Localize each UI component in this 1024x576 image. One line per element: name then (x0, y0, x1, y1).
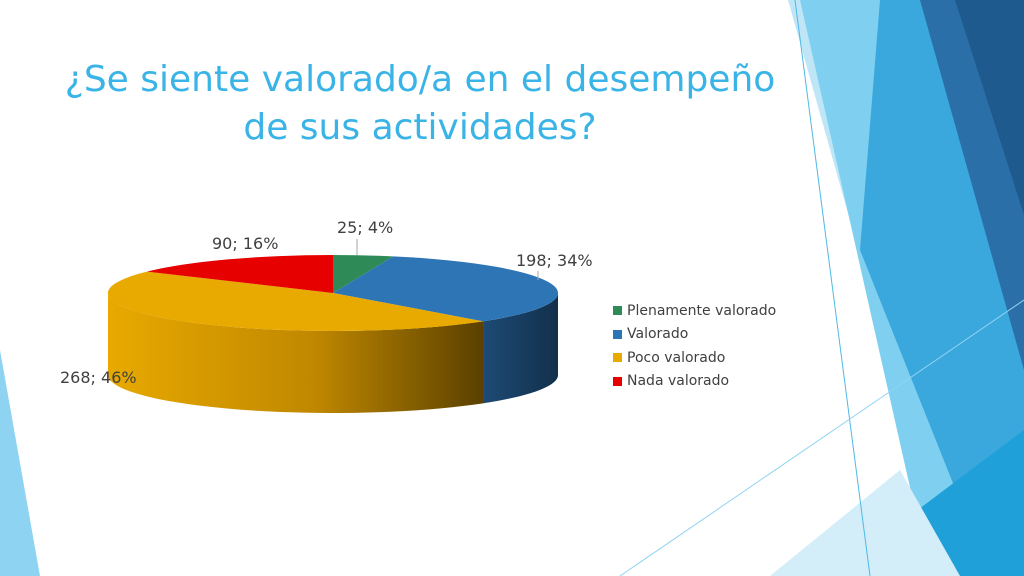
pie-tops (107, 255, 559, 332)
legend-swatch (613, 376, 622, 386)
legend-swatch (613, 329, 622, 339)
legend-label: Plenamente valorado (627, 302, 777, 319)
pie-slice-valorado (333, 256, 559, 322)
slide-title-line-2: de sus actividades? (243, 107, 597, 148)
data-label-valorado: 198; 34% (516, 251, 593, 270)
legend-label: Nada valorado (627, 373, 730, 390)
pie-data-labels: 25; 4% 198; 34% 268; 46% 90; 16% (60, 218, 593, 387)
decor-deep-panel (955, 0, 1024, 215)
decor-bottom-glow (770, 470, 960, 576)
slide-title: ¿Se siente valorado/a en el desempeño de… (40, 56, 800, 152)
pie-slice-nada-valorado (146, 255, 333, 293)
legend-label: Valorado (627, 326, 689, 343)
slide-title-line-1: ¿Se siente valorado/a en el desempeño (64, 59, 776, 100)
data-label-plenamente-valorado: 25; 4% (337, 218, 393, 237)
pie-side-valorado (483, 293, 558, 404)
decor-line-1 (794, 0, 871, 576)
decor-line-2 (619, 299, 1024, 576)
legend-swatch (613, 353, 622, 363)
decor-left-sliver (0, 350, 40, 576)
chart-legend: Plenamente valorado Valorado Poco valorado… (613, 299, 776, 393)
legend-item-poco-valorado: Poco valorado (613, 346, 776, 370)
pie-sides (108, 293, 558, 413)
legend-swatch (613, 306, 622, 316)
data-label-poco-valorado: 268; 46% (60, 368, 137, 387)
legend-label: Poco valorado (627, 349, 726, 366)
pie-slice-plenamente-valorado (333, 255, 394, 293)
pie-side-poco-valorado (108, 293, 484, 413)
data-label-nada-valorado: 90; 16% (212, 234, 278, 253)
legend-item-valorado: Valorado (613, 323, 776, 347)
legend-item-plenamente-valorado: Plenamente valorado (613, 299, 776, 323)
pie-slice-poco-valorado (107, 271, 484, 332)
legend-item-nada-valorado: Nada valorado (613, 370, 776, 394)
